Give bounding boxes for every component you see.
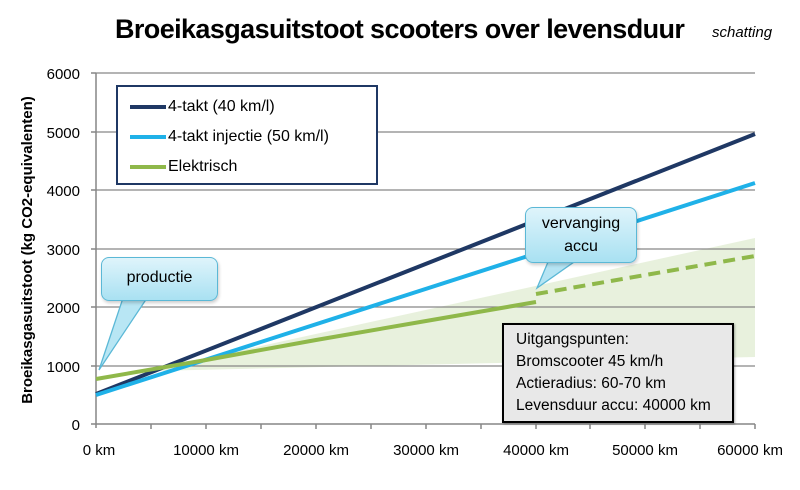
callout-production: productie	[101, 257, 218, 301]
callout-battery-text-2: accu	[564, 238, 598, 255]
svg-text:3000: 3000	[47, 242, 80, 259]
y-tick-labels: 6000 5000 4000 3000 2000 1000 0	[47, 66, 80, 434]
assumptions-heading: Uitgangspunten:	[516, 331, 629, 348]
assumptions-box: Uitgangspunten: Bromscooter 45 km/h Acti…	[502, 323, 734, 423]
series-4takt	[95, 132, 756, 396]
assumption-line: Actieradius: 60-70 km	[516, 375, 666, 392]
svg-text:1000: 1000	[47, 359, 80, 376]
svg-text:50000 km: 50000 km	[612, 442, 678, 459]
callout-tail-production	[98, 297, 149, 371]
svg-text:0: 0	[72, 417, 80, 434]
svg-text:10000 km: 10000 km	[173, 442, 239, 459]
svg-text:20000 km: 20000 km	[283, 442, 349, 459]
svg-text:40000 km: 40000 km	[503, 442, 569, 459]
legend-label: 4-takt (40 km/l)	[168, 98, 275, 115]
svg-text:60000 km: 60000 km	[717, 442, 783, 459]
svg-text:6000: 6000	[47, 66, 80, 83]
callout-production-text: productie	[126, 269, 193, 286]
svg-text:5000: 5000	[47, 125, 80, 142]
chart-title: Broeikasgasuitstoot scooters over levens…	[115, 14, 685, 44]
legend-item-4takt: 4-takt (40 km/l)	[130, 95, 275, 119]
svg-text:4000: 4000	[47, 183, 80, 200]
chart-subtitle: schatting	[712, 24, 773, 41]
assumption-line: Levensduur accu: 40000 km	[516, 397, 711, 414]
series-elektrisch	[95, 300, 537, 381]
legend-swatch-elektrisch	[130, 165, 166, 169]
chart-legend: 4-takt (40 km/l) 4-takt injectie (50 km/…	[116, 85, 378, 185]
x-tick-labels: 0 km 10000 km 20000 km 30000 km 40000 km…	[83, 442, 783, 459]
svg-text:0 km: 0 km	[83, 442, 116, 459]
callout-battery-replacement: vervanging accu	[525, 207, 637, 263]
legend-item-4takt-injectie: 4-takt injectie (50 km/l)	[130, 125, 329, 149]
legend-item-elektrisch: Elektrisch	[130, 155, 237, 179]
legend-swatch-4takt	[130, 105, 166, 109]
axes	[91, 72, 756, 429]
assumption-line: Bromscooter 45 km/h	[516, 353, 664, 370]
legend-label: Elektrisch	[168, 158, 238, 175]
svg-text:2000: 2000	[47, 300, 80, 317]
y-axis-label: Broeikasgasuitstoot (kg CO2-equivalenten…	[19, 96, 36, 404]
svg-text:30000 km: 30000 km	[393, 442, 459, 459]
legend-swatch-4takt-injectie	[130, 135, 166, 139]
legend-label: 4-takt injectie (50 km/l)	[168, 128, 329, 145]
callout-battery-text-1: vervanging	[541, 215, 621, 232]
